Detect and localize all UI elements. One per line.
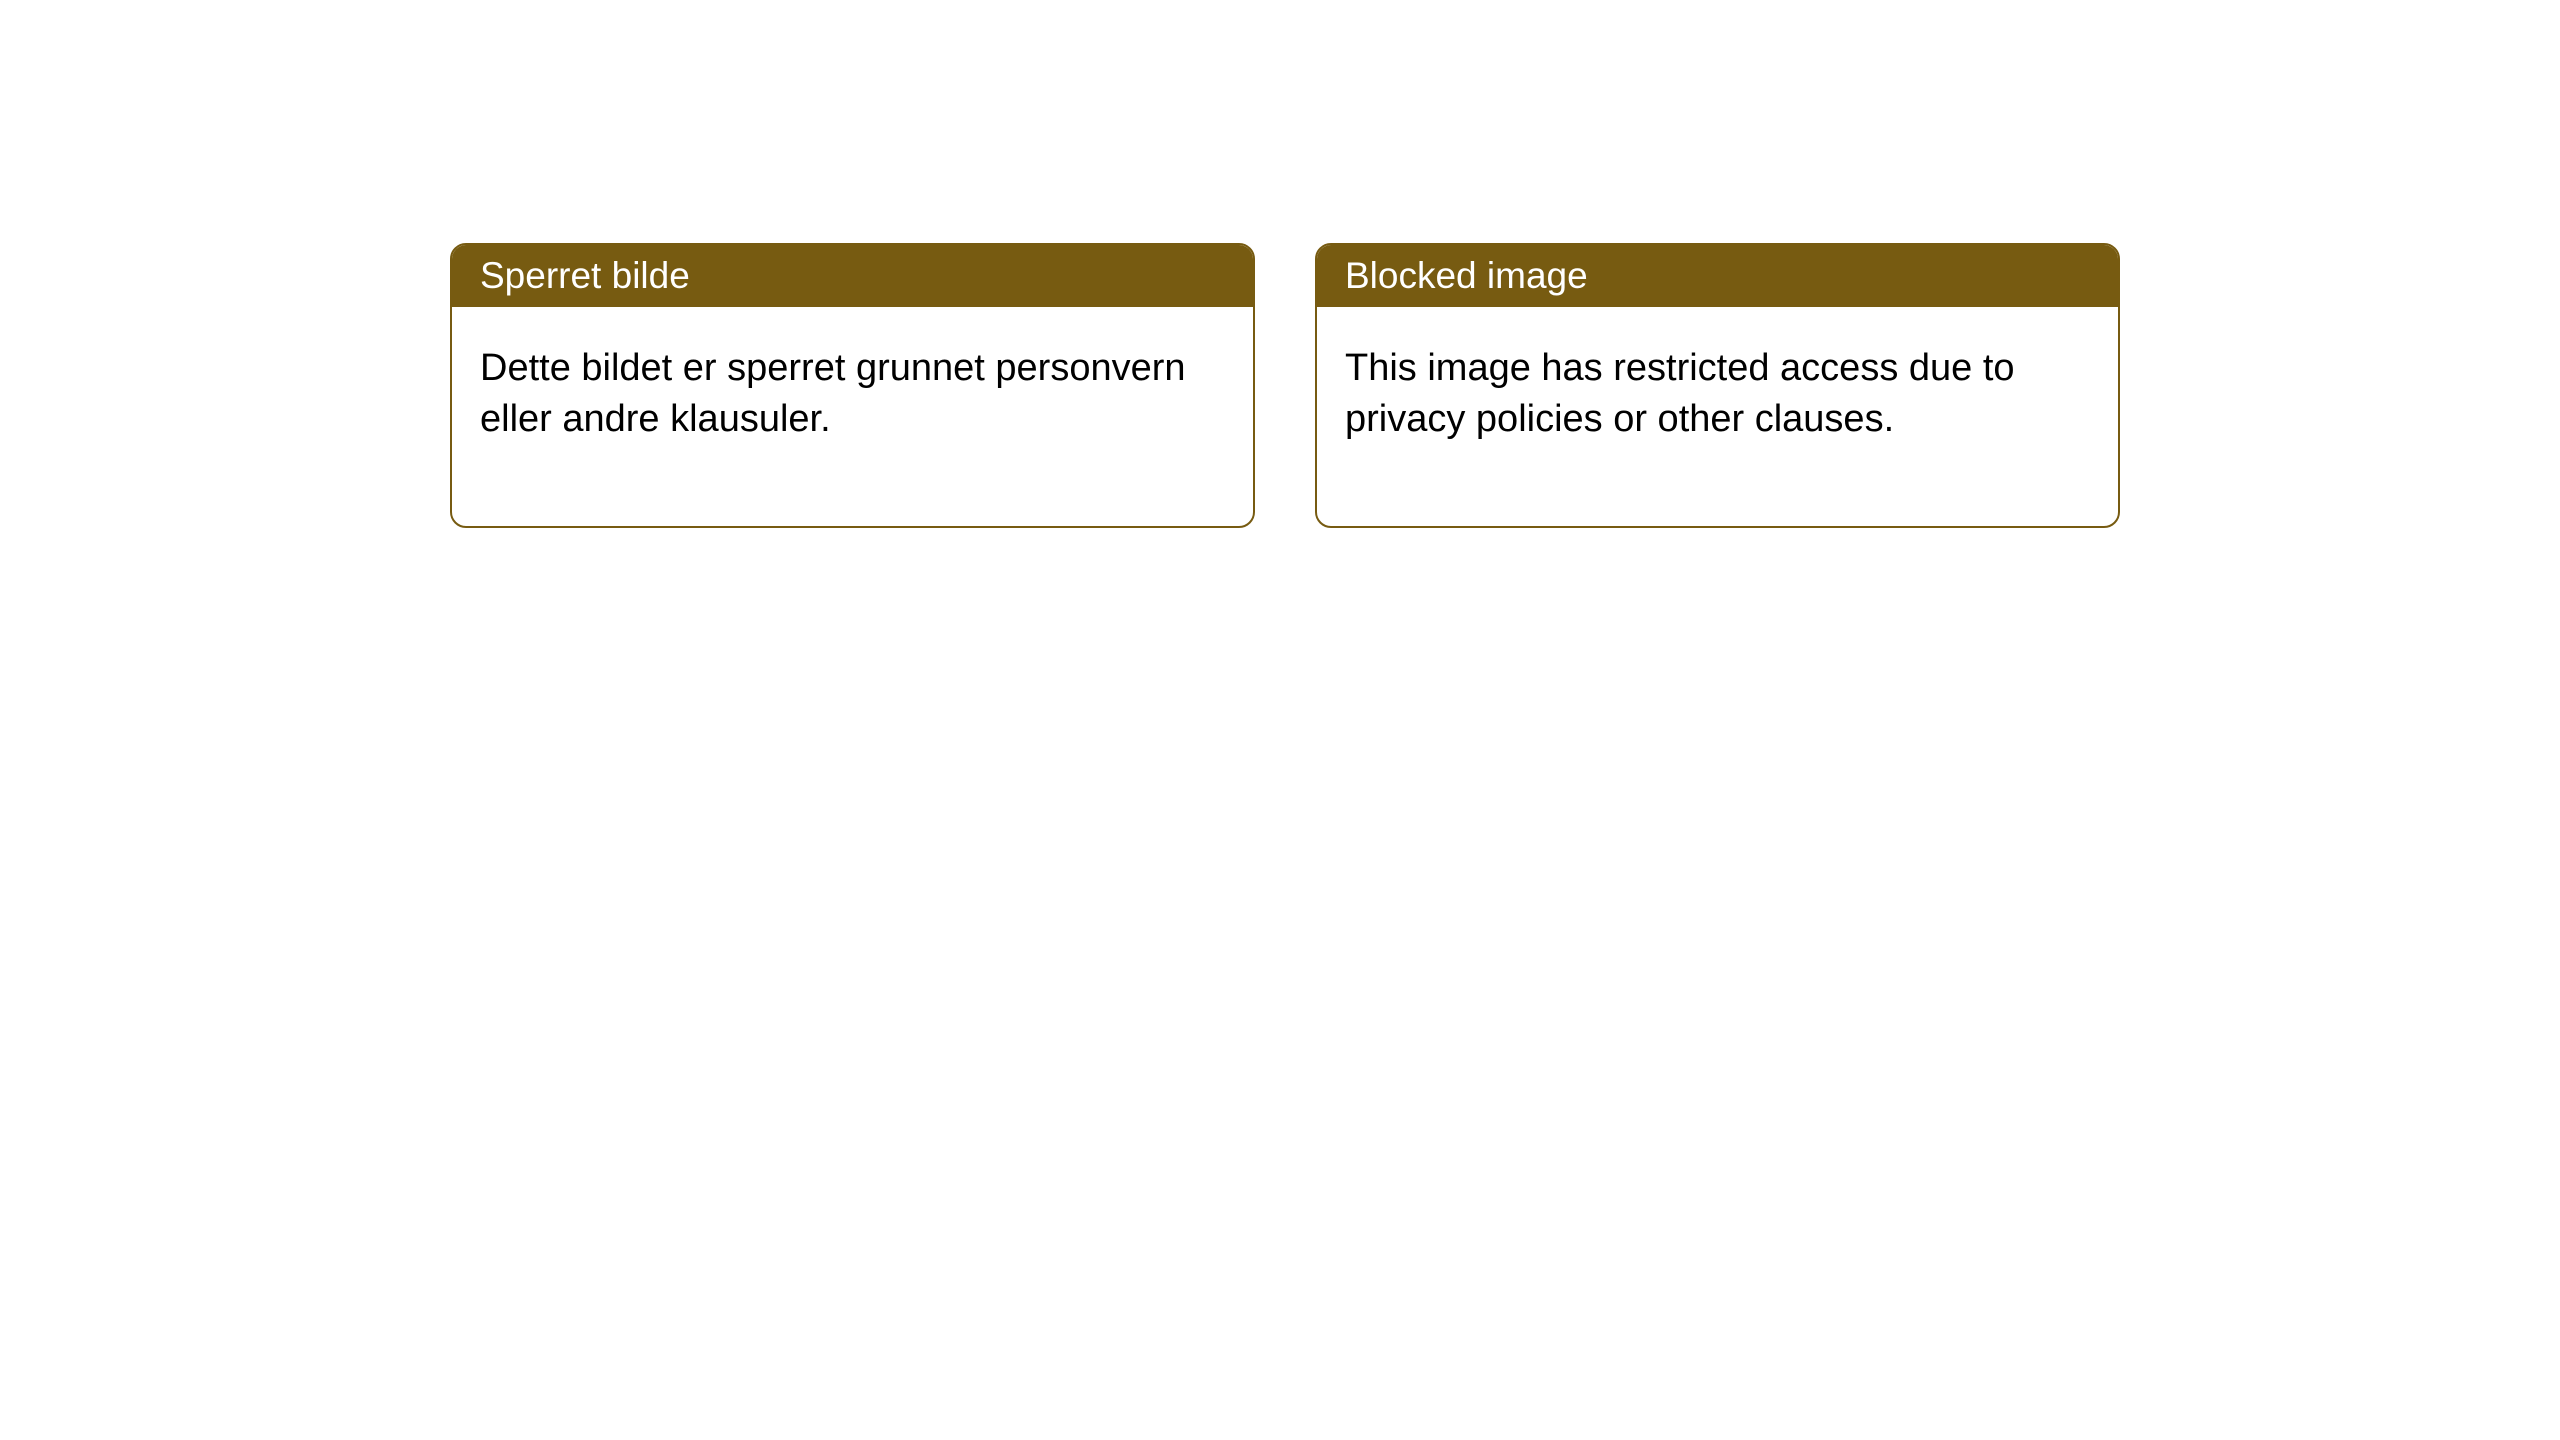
notice-card-norwegian: Sperret bilde Dette bildet er sperret gr… xyxy=(450,243,1255,528)
notice-card-body: Dette bildet er sperret grunnet personve… xyxy=(452,307,1253,526)
notice-card-english: Blocked image This image has restricted … xyxy=(1315,243,2120,528)
notice-card-title: Sperret bilde xyxy=(452,245,1253,307)
notice-cards-container: Sperret bilde Dette bildet er sperret gr… xyxy=(0,0,2560,528)
notice-card-body: This image has restricted access due to … xyxy=(1317,307,2118,526)
notice-card-title: Blocked image xyxy=(1317,245,2118,307)
